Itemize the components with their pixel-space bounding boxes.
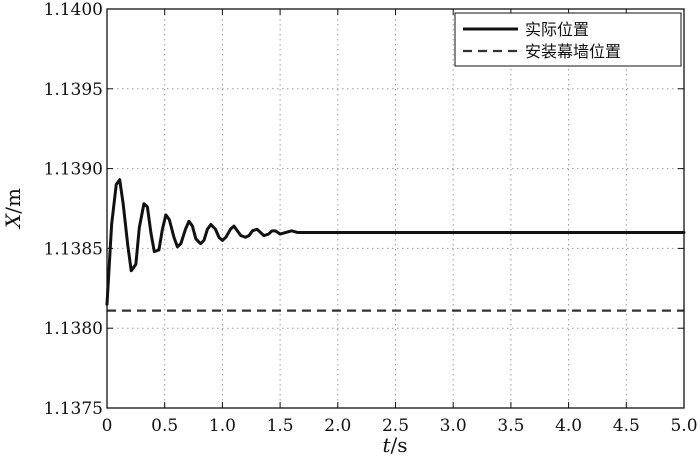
x-tick-label: 0.5 [151, 416, 178, 436]
ticks [106, 8, 685, 409]
x-tick-label: 0 [102, 416, 113, 436]
grid [107, 9, 684, 408]
legend-label-curtain-wall-position: 安装幕墙位置 [525, 42, 621, 61]
x-tick-label: 1.0 [209, 416, 236, 436]
y-tick-label: 1.1385 [44, 239, 103, 259]
legend-label-actual-position: 实际位置 [525, 20, 589, 39]
x-tick-label: 2.5 [382, 416, 409, 436]
y-axis-label-unit: /m [1, 188, 25, 214]
x-tick-label: 5.0 [670, 416, 697, 436]
svg-text:X/m: X/m [1, 188, 25, 230]
svg-text:t/s: t/s [382, 433, 407, 457]
y-tick-label: 1.1395 [44, 80, 103, 100]
y-tick-label: 1.1380 [44, 319, 103, 339]
x-tick-label: 1.5 [267, 416, 294, 436]
y-axis-label: X/m [1, 188, 25, 230]
x-tick-label: 3.5 [497, 416, 524, 436]
tick-labels: 0 0.5 1.0 1.5 2.0 2.5 3.0 3.5 4.0 4.5 5.0 1.1375 1.1… [44, 0, 698, 436]
series-group [105, 178, 686, 312]
y-tick-label: 1.1390 [44, 160, 103, 180]
legend: 实际位置 安装幕墙位置 [454, 12, 682, 67]
series-line-actual-position [105, 178, 686, 306]
legend-box [454, 12, 682, 67]
x-tick-label: 4.5 [613, 416, 640, 436]
x-tick-label: 2.0 [324, 416, 351, 436]
x-tick-label: 4.0 [555, 416, 582, 436]
x-axis-label: t/s [382, 433, 407, 457]
x-axis-label-unit: /s [391, 433, 408, 457]
plot-background [107, 9, 684, 408]
x-axis-label-italic: t [382, 433, 391, 457]
y-tick-label: 1.1400 [44, 0, 103, 20]
y-tick-label: 1.1375 [44, 399, 103, 419]
x-tick-label: 3.0 [440, 416, 467, 436]
y-axis-label-italic: X [1, 213, 25, 230]
